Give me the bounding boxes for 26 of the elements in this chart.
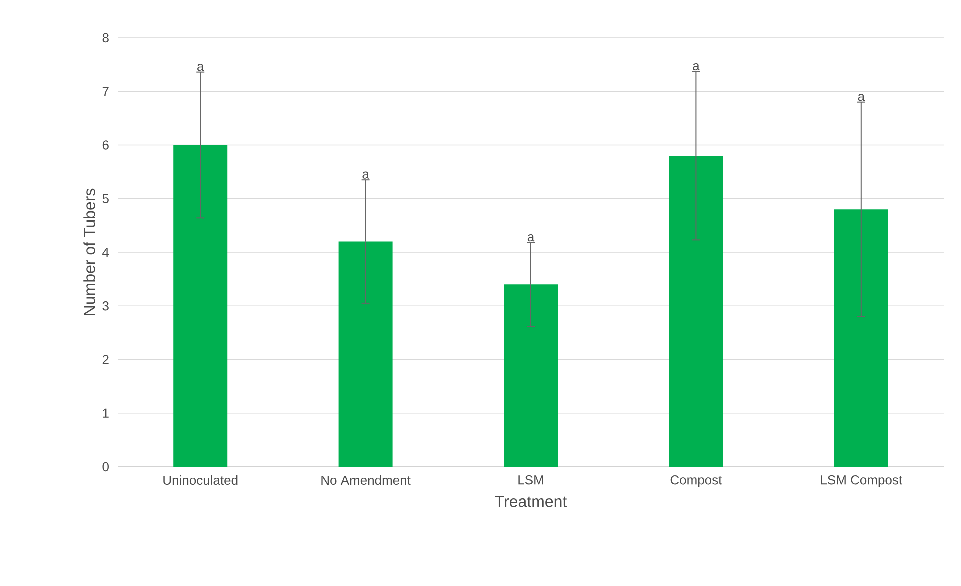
x-axis-title: Treatment [495, 496, 568, 508]
x-tick-label: Compost [670, 476, 722, 488]
annotation: a [362, 172, 370, 179]
y-tick-label: 2 [102, 355, 109, 364]
annotation: a [198, 64, 204, 72]
annotation: a [693, 63, 700, 71]
annotation: a [858, 94, 866, 102]
x-tick-label: LSM [518, 476, 544, 485]
y-tick-label: 4 [102, 248, 110, 257]
y-tick-label: 3 [102, 302, 109, 311]
annotation: a [528, 234, 535, 242]
y-axis-title: Number of Tubers [84, 188, 96, 316]
y-tick-label: 8 [102, 33, 109, 43]
y-tick-label: 5 [102, 194, 109, 204]
y-tick-label: 7 [102, 87, 109, 96]
y-tick-label: 6 [102, 140, 109, 150]
x-tick-label: LSM Compost [821, 476, 902, 488]
bar [504, 284, 558, 467]
bar [669, 156, 724, 467]
y-tick-label: 1 [103, 408, 109, 418]
x-tick-label: Uninoculated [164, 476, 238, 486]
bar [338, 242, 393, 467]
bar [834, 210, 888, 467]
bar [174, 145, 228, 467]
x-tick-label: No Amendment [322, 476, 411, 486]
y-tick-label: 0 [102, 462, 109, 472]
